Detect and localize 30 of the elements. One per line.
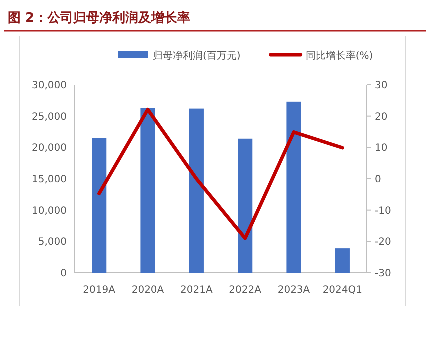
bar bbox=[92, 138, 107, 273]
x-tick-label: 2019A bbox=[83, 285, 116, 296]
line-series bbox=[98, 108, 344, 240]
bar bbox=[238, 138, 253, 273]
y2-tick-label: -20 bbox=[375, 237, 392, 248]
y-tick-label: 10,000 bbox=[32, 206, 67, 217]
y-tick-label: 20,000 bbox=[32, 143, 67, 154]
legend-label: 归母净利润(百万元) bbox=[153, 50, 241, 62]
y2-tick-label: -10 bbox=[375, 206, 392, 217]
chart-title: 图 2：公司归母净利润及增长率 bbox=[8, 10, 191, 26]
bar bbox=[335, 248, 350, 273]
bar bbox=[286, 102, 302, 273]
y2-tick-label: -30 bbox=[375, 268, 392, 280]
x-tick-label: 2022A bbox=[229, 285, 262, 296]
x-tick-label: 2023A bbox=[278, 285, 310, 296]
bar bbox=[140, 108, 156, 273]
y2-tick-label: 0 bbox=[375, 174, 382, 186]
bar bbox=[189, 108, 204, 273]
y-tick-label: 25,000 bbox=[32, 112, 67, 123]
y-tick-label: 30,000 bbox=[32, 80, 67, 92]
y-tick-label: 15,000 bbox=[32, 174, 67, 186]
legend-label: 同比增长率(%) bbox=[306, 50, 374, 62]
x-tick-label: 2021A bbox=[180, 285, 213, 296]
y-tick-label: 5,000 bbox=[38, 237, 67, 248]
y2-tick-label: 20 bbox=[375, 112, 388, 123]
x-tick-label: 2024Q1 bbox=[322, 285, 363, 296]
y2-tick-label: 10 bbox=[375, 143, 388, 154]
y-tick-label: 0 bbox=[60, 268, 67, 280]
x-tick-label: 2020A bbox=[132, 285, 164, 296]
y2-tick-label: 30 bbox=[375, 80, 388, 92]
